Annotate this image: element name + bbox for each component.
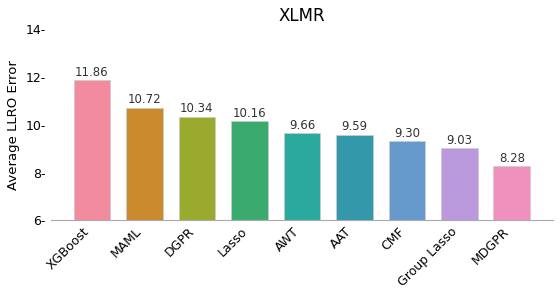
Bar [389,141,425,220]
Y-axis label: Average LLRO Error: Average LLRO Error [7,60,20,190]
Bar [336,135,373,220]
Text: 9.03: 9.03 [446,134,473,147]
Bar [493,166,530,220]
Text: 10.16: 10.16 [232,107,266,120]
Text: 9.59: 9.59 [342,120,367,133]
Text: 11.86: 11.86 [75,66,109,79]
Title: XLMR: XLMR [278,7,325,25]
Text: 9.66: 9.66 [289,119,315,132]
Bar [441,148,478,220]
Bar [126,107,163,220]
Text: 8.28: 8.28 [499,152,525,165]
Bar [73,81,110,220]
Bar [179,117,215,220]
Text: 10.34: 10.34 [180,102,214,115]
Bar [283,133,320,220]
Text: 9.30: 9.30 [394,127,420,140]
Text: 10.72: 10.72 [128,94,161,106]
Bar [231,121,268,220]
